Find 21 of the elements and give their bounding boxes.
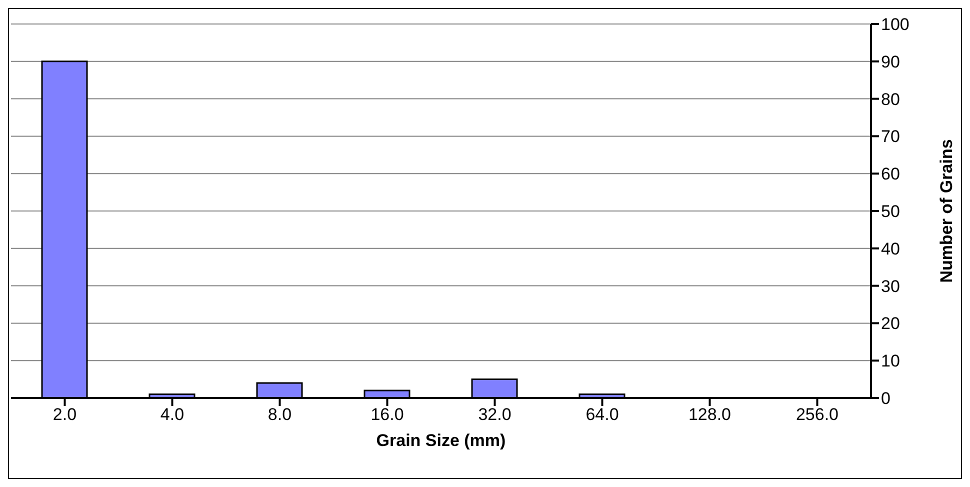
y-tick-label: 10 bbox=[881, 352, 900, 371]
x-tick-label: 4.0 bbox=[160, 405, 184, 424]
y-tick-label: 60 bbox=[881, 164, 900, 184]
y-tick-label: 70 bbox=[881, 127, 900, 146]
x-tick-label: 256.0 bbox=[796, 405, 839, 424]
y-tick-label: 90 bbox=[881, 52, 900, 72]
y-tick-label: 40 bbox=[881, 239, 900, 258]
y-tick-label: 30 bbox=[881, 276, 900, 296]
x-tick-label: 8.0 bbox=[268, 405, 292, 424]
y-tick-label: 20 bbox=[881, 314, 900, 334]
y-axis-title: Number of Grains bbox=[937, 139, 956, 283]
x-tick-label: 64.0 bbox=[586, 405, 619, 424]
x-tick-label: 2.0 bbox=[52, 405, 77, 424]
y-tick-label: 100 bbox=[881, 15, 910, 34]
x-tick-label: 16.0 bbox=[370, 405, 404, 424]
x-tick-label: 128.0 bbox=[688, 405, 732, 424]
y-tick-label: 0 bbox=[881, 389, 890, 408]
x-axis-title: Grain Size (mm) bbox=[376, 431, 506, 450]
y-tick-label: 80 bbox=[881, 90, 900, 109]
y-tick-label: 50 bbox=[881, 202, 900, 222]
x-tick-label: 32.0 bbox=[478, 405, 512, 424]
